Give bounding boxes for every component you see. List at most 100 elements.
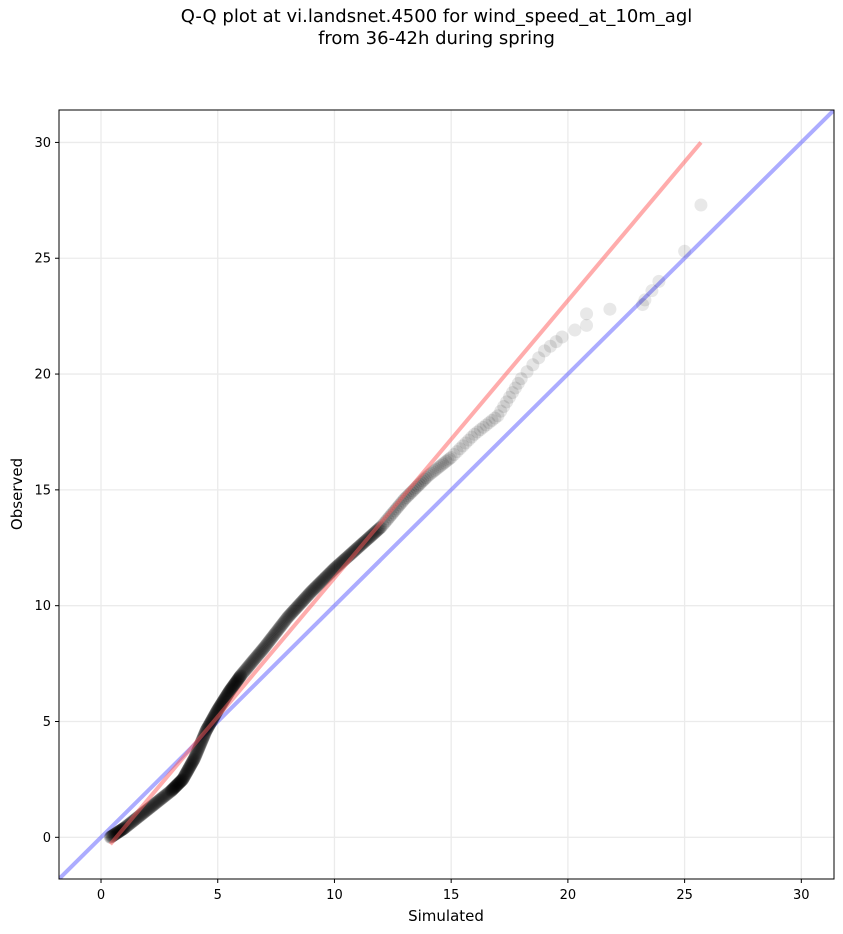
qq-point [280,611,294,625]
qq-point [260,637,274,651]
qq-point [227,677,241,691]
qq-point [247,653,261,667]
qq-point [309,580,323,594]
qq-point [272,622,286,636]
qq-point [237,665,251,679]
qq-point [465,430,479,444]
qq-point [303,586,317,600]
qq-point [447,448,461,462]
qq-point [514,372,528,386]
qq-point [238,663,252,677]
qq-point [313,576,327,590]
qq-point [179,767,193,781]
qq-point [159,788,173,802]
chart-title: Q-Q plot at vi.landsnet.4500 for wind_sp… [0,6,843,50]
qq-point [450,445,464,459]
qq-point [166,782,180,796]
qq-point [555,330,569,344]
qq-point [459,436,473,450]
y-axis-label: Observed [8,458,26,530]
qq-point [277,616,291,630]
qq-point-tail [645,284,659,298]
qq-point [505,386,519,400]
qq-point [173,775,187,789]
qq-point [157,789,171,803]
qq-point [432,460,446,474]
qq-point [248,651,262,665]
qq-point [257,641,271,655]
qq-point [234,669,248,683]
qq-point [285,606,299,620]
qq-point [230,674,244,688]
qq-point [167,781,181,795]
qq-point [443,452,457,466]
qq-point [255,643,269,657]
qq-point [167,782,181,796]
qq-point [320,569,334,583]
qq-point [247,652,261,666]
qq-point [372,521,386,535]
qq-point [296,594,310,608]
qq-point [311,578,325,592]
qq-point [186,755,200,769]
qq-point [319,570,333,584]
qq-point [181,763,195,777]
y-tick-label: 20 [34,368,51,383]
regression-line [108,141,703,846]
qq-point [233,669,247,683]
qq-point [183,759,197,773]
qq-point [297,593,311,607]
qq-point [169,779,183,793]
qq-point [250,649,264,663]
qq-point [154,792,168,806]
qq-point [476,420,490,434]
qq-point-tail [678,244,692,258]
qq-point [485,413,499,427]
axis-ticks: 0 5 10 15 20 25 30 0 5 10 15 20 25 30 [34,136,809,903]
qq-point [281,610,295,624]
qq-point [232,671,246,685]
qq-point [180,764,194,778]
qq-point [263,633,277,647]
qq-point [166,782,180,796]
qq-point [273,620,287,634]
qq-point [232,670,246,684]
qq-point [147,798,161,812]
qq-point [441,453,455,467]
qq-point [187,752,201,766]
qq-point [225,680,239,694]
qq-point [177,770,191,784]
qq-point [256,642,270,656]
qq-point [252,647,266,661]
qq-point [162,785,176,799]
qq-point [167,781,181,795]
qq-point [300,589,314,603]
qq-point [180,765,194,779]
qq-point [170,778,184,792]
qq-point-tail [580,307,594,321]
qq-point [235,667,249,681]
qq-point [283,608,297,622]
qq-point [302,588,316,602]
qq-point [444,450,458,464]
qq-point [279,612,293,626]
qq-point [500,395,514,409]
qq-point [229,675,243,689]
qq-point [164,784,178,798]
x-tick-label: 5 [214,888,222,903]
qq-point [196,731,210,745]
qq-point [183,760,197,774]
qq-point [181,763,195,777]
qq-point [219,689,233,703]
qq-point [225,681,239,695]
qq-point [230,673,244,687]
qq-point [229,676,243,690]
qq-point [294,596,308,610]
qq-point [287,604,301,618]
qq-point [160,787,174,801]
qq-point [287,603,301,617]
qq-point [188,750,202,764]
qq-point [271,623,285,637]
qq-point [169,779,183,793]
qq-point [175,773,189,787]
